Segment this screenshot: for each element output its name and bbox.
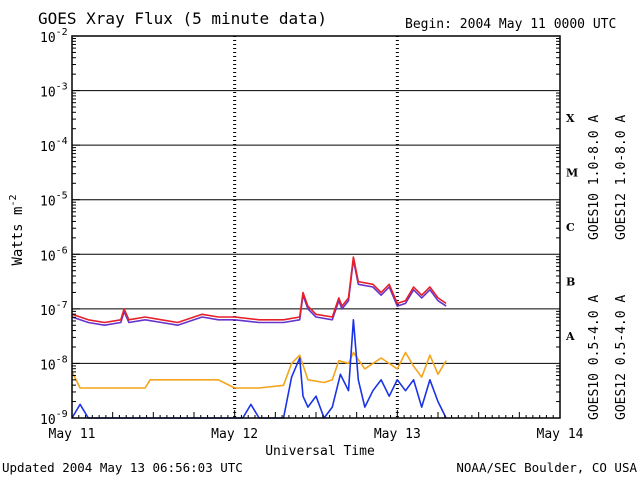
y-axis-label: Watts m bbox=[10, 207, 26, 266]
y-axis-label-group: Watts m-2 bbox=[8, 194, 26, 265]
legend-goes12-short: GOES12 0.5-4.0 A bbox=[614, 295, 629, 420]
grid-layer bbox=[72, 36, 560, 418]
credit-line: NOAA/SEC Boulder, CO USA bbox=[456, 460, 637, 475]
x-tick-label: May 14 bbox=[537, 427, 584, 442]
y-tick-label: 10-7 bbox=[40, 300, 68, 319]
begin-time: Begin: 2004 May 11 0000 UTC bbox=[405, 17, 616, 32]
y-tick-label: 10-8 bbox=[40, 354, 68, 373]
flare-class-label: M bbox=[566, 166, 578, 179]
y-axis-label-sup: -2 bbox=[8, 194, 19, 206]
y-tick-label: 10-9 bbox=[40, 409, 68, 428]
x-axis-label: Universal Time bbox=[265, 444, 375, 459]
flare-class-label: A bbox=[565, 330, 575, 343]
flare-class-label: C bbox=[566, 221, 575, 234]
legend-label: GOES12 0.5-4.0 A bbox=[614, 295, 629, 420]
series-line-3 bbox=[71, 318, 447, 419]
updated-timestamp: Updated 2004 May 13 06:56:03 UTC bbox=[2, 460, 243, 475]
x-tick-label: May 11 bbox=[49, 427, 96, 442]
x-tick-label: May 13 bbox=[374, 427, 421, 442]
legend-goes10-short: GOES10 0.5-4.0 A bbox=[587, 295, 602, 420]
series-line-2 bbox=[71, 351, 447, 389]
y-tick-label: 10-2 bbox=[40, 27, 68, 46]
legend-label: GOES12 1.0-8.0 A bbox=[614, 115, 629, 240]
flare-class-label: X bbox=[566, 112, 575, 125]
x-tick-label: May 12 bbox=[211, 427, 258, 442]
legend-goes10-long: GOES10 1.0-8.0 A bbox=[587, 115, 602, 240]
legend-label: GOES10 0.5-4.0 A bbox=[587, 295, 602, 420]
series-line-0 bbox=[71, 258, 447, 327]
flare-class-label: B bbox=[566, 276, 575, 289]
series-line-1 bbox=[71, 256, 447, 324]
legend-goes12-long: GOES12 1.0-8.0 A bbox=[614, 115, 629, 240]
y-tick-label: 10-5 bbox=[40, 191, 68, 210]
y-tick-label: 10-3 bbox=[40, 82, 68, 101]
series-layer bbox=[71, 256, 447, 419]
y-tick-label: 10-6 bbox=[40, 245, 68, 264]
legend-label: GOES10 1.0-8.0 A bbox=[587, 115, 602, 240]
svg-text:Watts m-2: Watts m-2 bbox=[8, 194, 26, 265]
plot-frame bbox=[71, 35, 561, 419]
y-tick-label: 10-4 bbox=[40, 136, 68, 155]
chart-title: GOES Xray Flux (5 minute data) bbox=[38, 9, 327, 28]
